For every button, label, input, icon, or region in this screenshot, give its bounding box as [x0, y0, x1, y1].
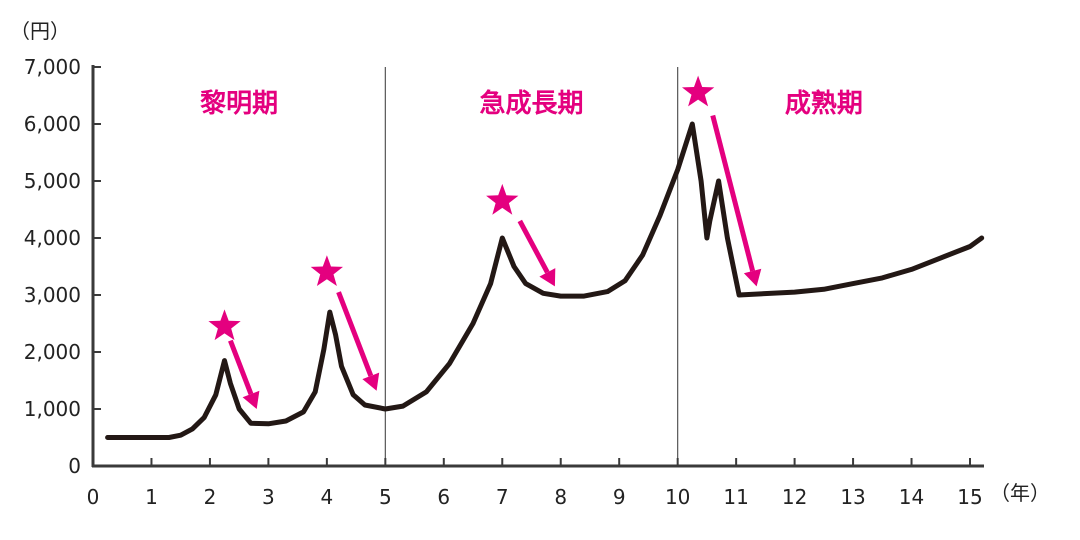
y-tick-label: 1,000: [24, 397, 81, 421]
down-arrow-shaft: [228, 339, 254, 395]
x-axis-unit-label: （年）: [990, 481, 1050, 505]
x-tick-label: 6: [437, 485, 450, 509]
down-arrow-head: [362, 372, 380, 391]
x-tick-label: 4: [320, 485, 333, 509]
x-tick-label: 0: [87, 485, 100, 509]
phase-label: 急成長期: [479, 89, 583, 119]
down-arrow-head: [743, 268, 762, 287]
y-tick-label: 3,000: [24, 283, 81, 307]
y-tick-label: 5,000: [24, 169, 81, 193]
y-tick-label: 0: [68, 454, 81, 478]
phase-label: 黎明期: [200, 88, 278, 119]
x-tick-label: 1: [145, 485, 158, 509]
y-tick-label: 2,000: [24, 340, 81, 364]
series-group: [105, 121, 985, 440]
down-arrow-head: [242, 390, 260, 409]
star-marker: [310, 255, 343, 286]
down-arrow-shaft: [710, 114, 756, 272]
x-tick-label: 11: [723, 485, 748, 509]
y-tick-label: 4,000: [24, 226, 81, 250]
x-tick-label: 15: [957, 485, 982, 509]
phase-labels: 黎明期 急成長期 成熟期: [200, 88, 863, 119]
down-arrow-shaft: [336, 291, 374, 377]
x-tick-label: 9: [613, 485, 626, 509]
x-tick-label: 2: [204, 485, 217, 509]
x-tick-label: 3: [262, 485, 275, 509]
y-tick-label: 6,000: [24, 112, 81, 136]
marker-group: [208, 75, 762, 409]
star-marker: [486, 183, 519, 215]
down-arrow-head: [539, 268, 556, 287]
x-tick-label: 5: [379, 485, 392, 509]
star-marker: [208, 309, 241, 341]
x-tick-label: 12: [782, 485, 807, 509]
phase-dividers: [384, 67, 679, 466]
y-tick-label: 7,000: [24, 55, 81, 79]
x-tick-label: 7: [496, 485, 509, 509]
x-tick-label: 13: [840, 485, 865, 509]
series-line: [105, 121, 985, 440]
y-axis-unit-label: （円）: [10, 19, 70, 43]
x-tick-label: 8: [554, 485, 567, 509]
down-arrow-shaft: [517, 219, 550, 274]
x-tick-label: 14: [899, 485, 924, 509]
star-marker: [682, 75, 715, 107]
phase-label: 成熟期: [785, 88, 863, 119]
x-tick-label: 10: [665, 485, 690, 509]
